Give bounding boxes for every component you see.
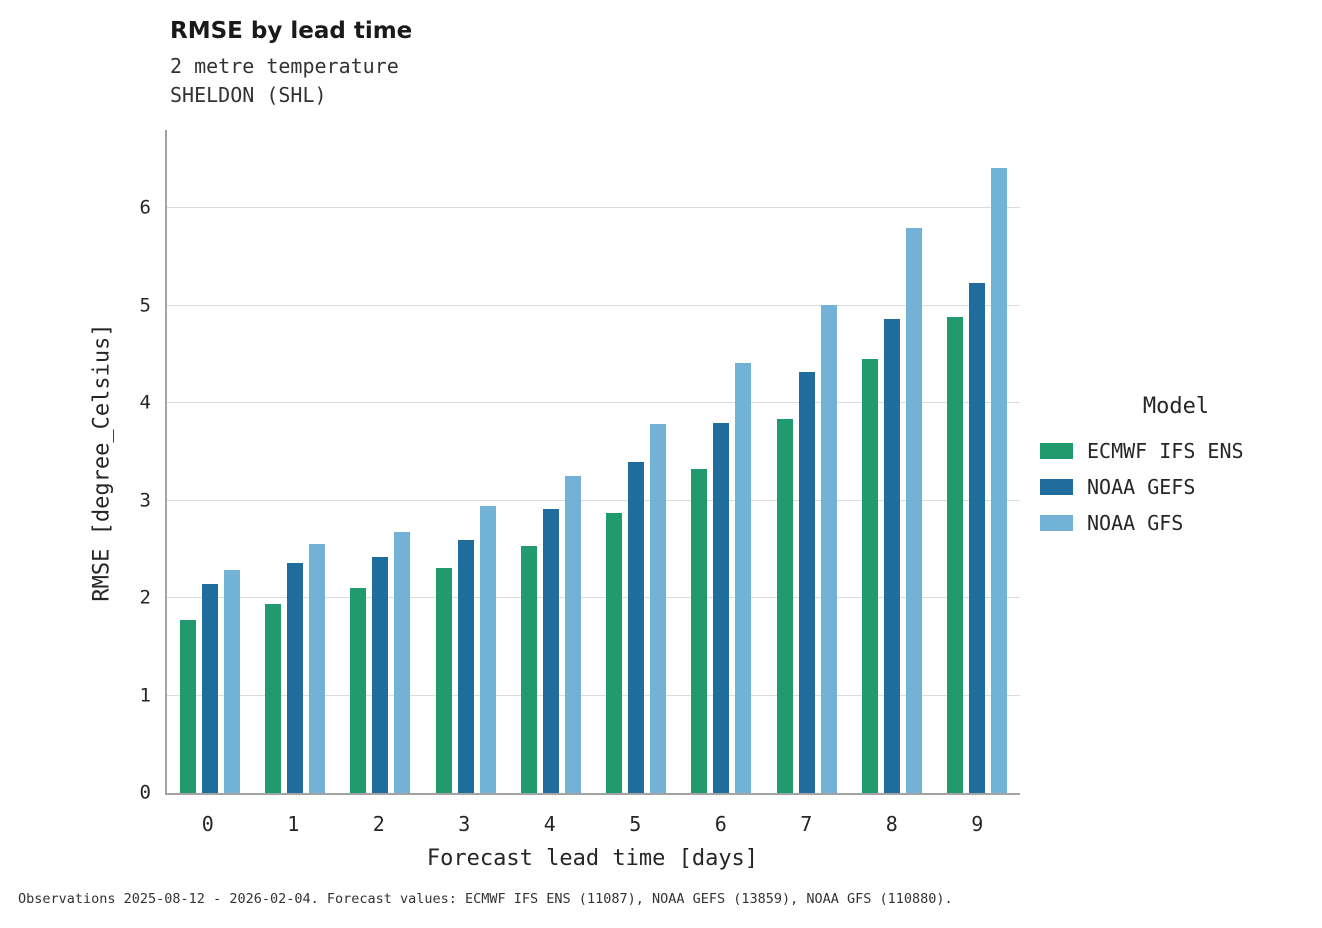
x-tick-label: 9 [971, 812, 984, 836]
legend-entry: ECMWF IFS ENS [1040, 433, 1312, 469]
legend-series-label: NOAA GFS [1087, 511, 1184, 535]
y-tick-label: 0 [139, 781, 151, 804]
legend-entry: NOAA GEFS [1040, 469, 1312, 505]
chart-subtitle-station: SHELDON (SHL) [170, 83, 327, 107]
bar-ecmwf-ifs-ens [606, 513, 623, 793]
y-axis-label: RMSE [degree_Celsius] [89, 323, 115, 602]
gridline [167, 499, 1020, 501]
x-tick-label: 6 [714, 812, 727, 836]
legend-swatch-icon [1040, 515, 1073, 531]
bar-noaa-gefs [628, 461, 645, 793]
plot-area: 0 1 2 3 4 5 6 [140, 130, 1020, 802]
legend: Model ECMWF IFS ENS NOAA GEFS NOAA GFS [1040, 394, 1312, 541]
legend-entries: ECMWF IFS ENS NOAA GEFS NOAA GFS [1040, 433, 1312, 541]
bar-group [252, 130, 337, 793]
bar-noaa-gfs [479, 506, 496, 793]
bar-noaa-gfs [564, 476, 581, 793]
bar-noaa-gfs [735, 363, 752, 793]
legend-title: Model [1142, 394, 1210, 419]
bar-noaa-gefs [286, 562, 303, 793]
bar-group [508, 130, 593, 793]
x-tick-label: 1 [287, 812, 300, 836]
y-tick-label: 6 [139, 196, 151, 219]
bar-noaa-gfs [394, 531, 411, 793]
x-tick-label: 0 [201, 812, 214, 836]
bar-ecmwf-ifs-ens [947, 317, 964, 793]
bar-ecmwf-ifs-ens [264, 603, 281, 793]
y-tick-label: 4 [139, 391, 151, 414]
gridline [167, 304, 1020, 306]
bar-group [167, 130, 252, 793]
bar-ecmwf-ifs-ens [520, 546, 537, 793]
chart-subtitle-variable: 2 metre temperature [170, 54, 399, 78]
bar-noaa-gfs [991, 168, 1008, 793]
bar-noaa-gefs [201, 584, 218, 793]
bar-group [423, 130, 508, 793]
y-tick-label: 1 [139, 684, 151, 706]
bar-noaa-gfs [906, 228, 923, 793]
legend-series-label: ECMWF IFS ENS [1087, 439, 1244, 463]
bar-group [764, 130, 849, 793]
bar-noaa-gefs [969, 283, 986, 793]
bar-groups [167, 130, 1020, 793]
x-tick-label: 3 [458, 812, 471, 836]
y-tick-label: 2 [139, 586, 151, 609]
bar-ecmwf-ifs-ens [179, 620, 196, 793]
bar-noaa-gefs [713, 422, 730, 793]
gridline [167, 694, 1020, 696]
x-tick-label: 5 [629, 812, 642, 836]
bar-noaa-gefs [542, 509, 559, 793]
x-ticks: 0 1 2 3 4 5 6 7 8 9 [165, 812, 1020, 836]
bar-group [338, 130, 423, 793]
bar-noaa-gfs [650, 424, 667, 793]
bar-noaa-gefs [798, 371, 815, 793]
bar-ecmwf-ifs-ens [435, 567, 452, 793]
bar-ecmwf-ifs-ens [776, 418, 793, 793]
gridline [167, 402, 1020, 403]
legend-swatch-icon [1040, 443, 1073, 459]
gridline [167, 597, 1020, 598]
legend-swatch-icon [1040, 479, 1073, 495]
bar-group [849, 130, 934, 793]
x-tick-label: 2 [372, 812, 385, 836]
x-tick-label: 8 [885, 812, 898, 836]
chart-title: RMSE by lead time [170, 18, 413, 44]
legend-entry: NOAA GFS [1040, 505, 1312, 541]
bar-ecmwf-ifs-ens [862, 359, 879, 793]
x-tick-label: 4 [543, 812, 556, 836]
bar-group [935, 130, 1020, 793]
bar-noaa-gefs [372, 557, 389, 793]
footer-note: Observations 2025-08-12 - 2026-02-04. Fo… [18, 891, 953, 907]
bar-group [679, 130, 764, 793]
x-axis-label: Forecast lead time [days] [426, 846, 759, 871]
gridline [167, 207, 1020, 209]
bar-group [593, 130, 678, 793]
x-tick-label: 7 [800, 812, 813, 836]
bar-noaa-gfs [308, 544, 325, 793]
legend-series-label: NOAA GEFS [1087, 475, 1196, 499]
bar-ecmwf-ifs-ens [691, 469, 708, 793]
y-tick-label: 3 [139, 489, 151, 512]
bar-noaa-gfs [223, 569, 240, 793]
bar-noaa-gefs [884, 319, 901, 793]
y-tick-label: 5 [139, 294, 151, 316]
bar-noaa-gefs [457, 539, 474, 793]
bar-noaa-gfs [820, 304, 837, 793]
bar-ecmwf-ifs-ens [350, 588, 367, 793]
gridlines [167, 130, 1020, 793]
